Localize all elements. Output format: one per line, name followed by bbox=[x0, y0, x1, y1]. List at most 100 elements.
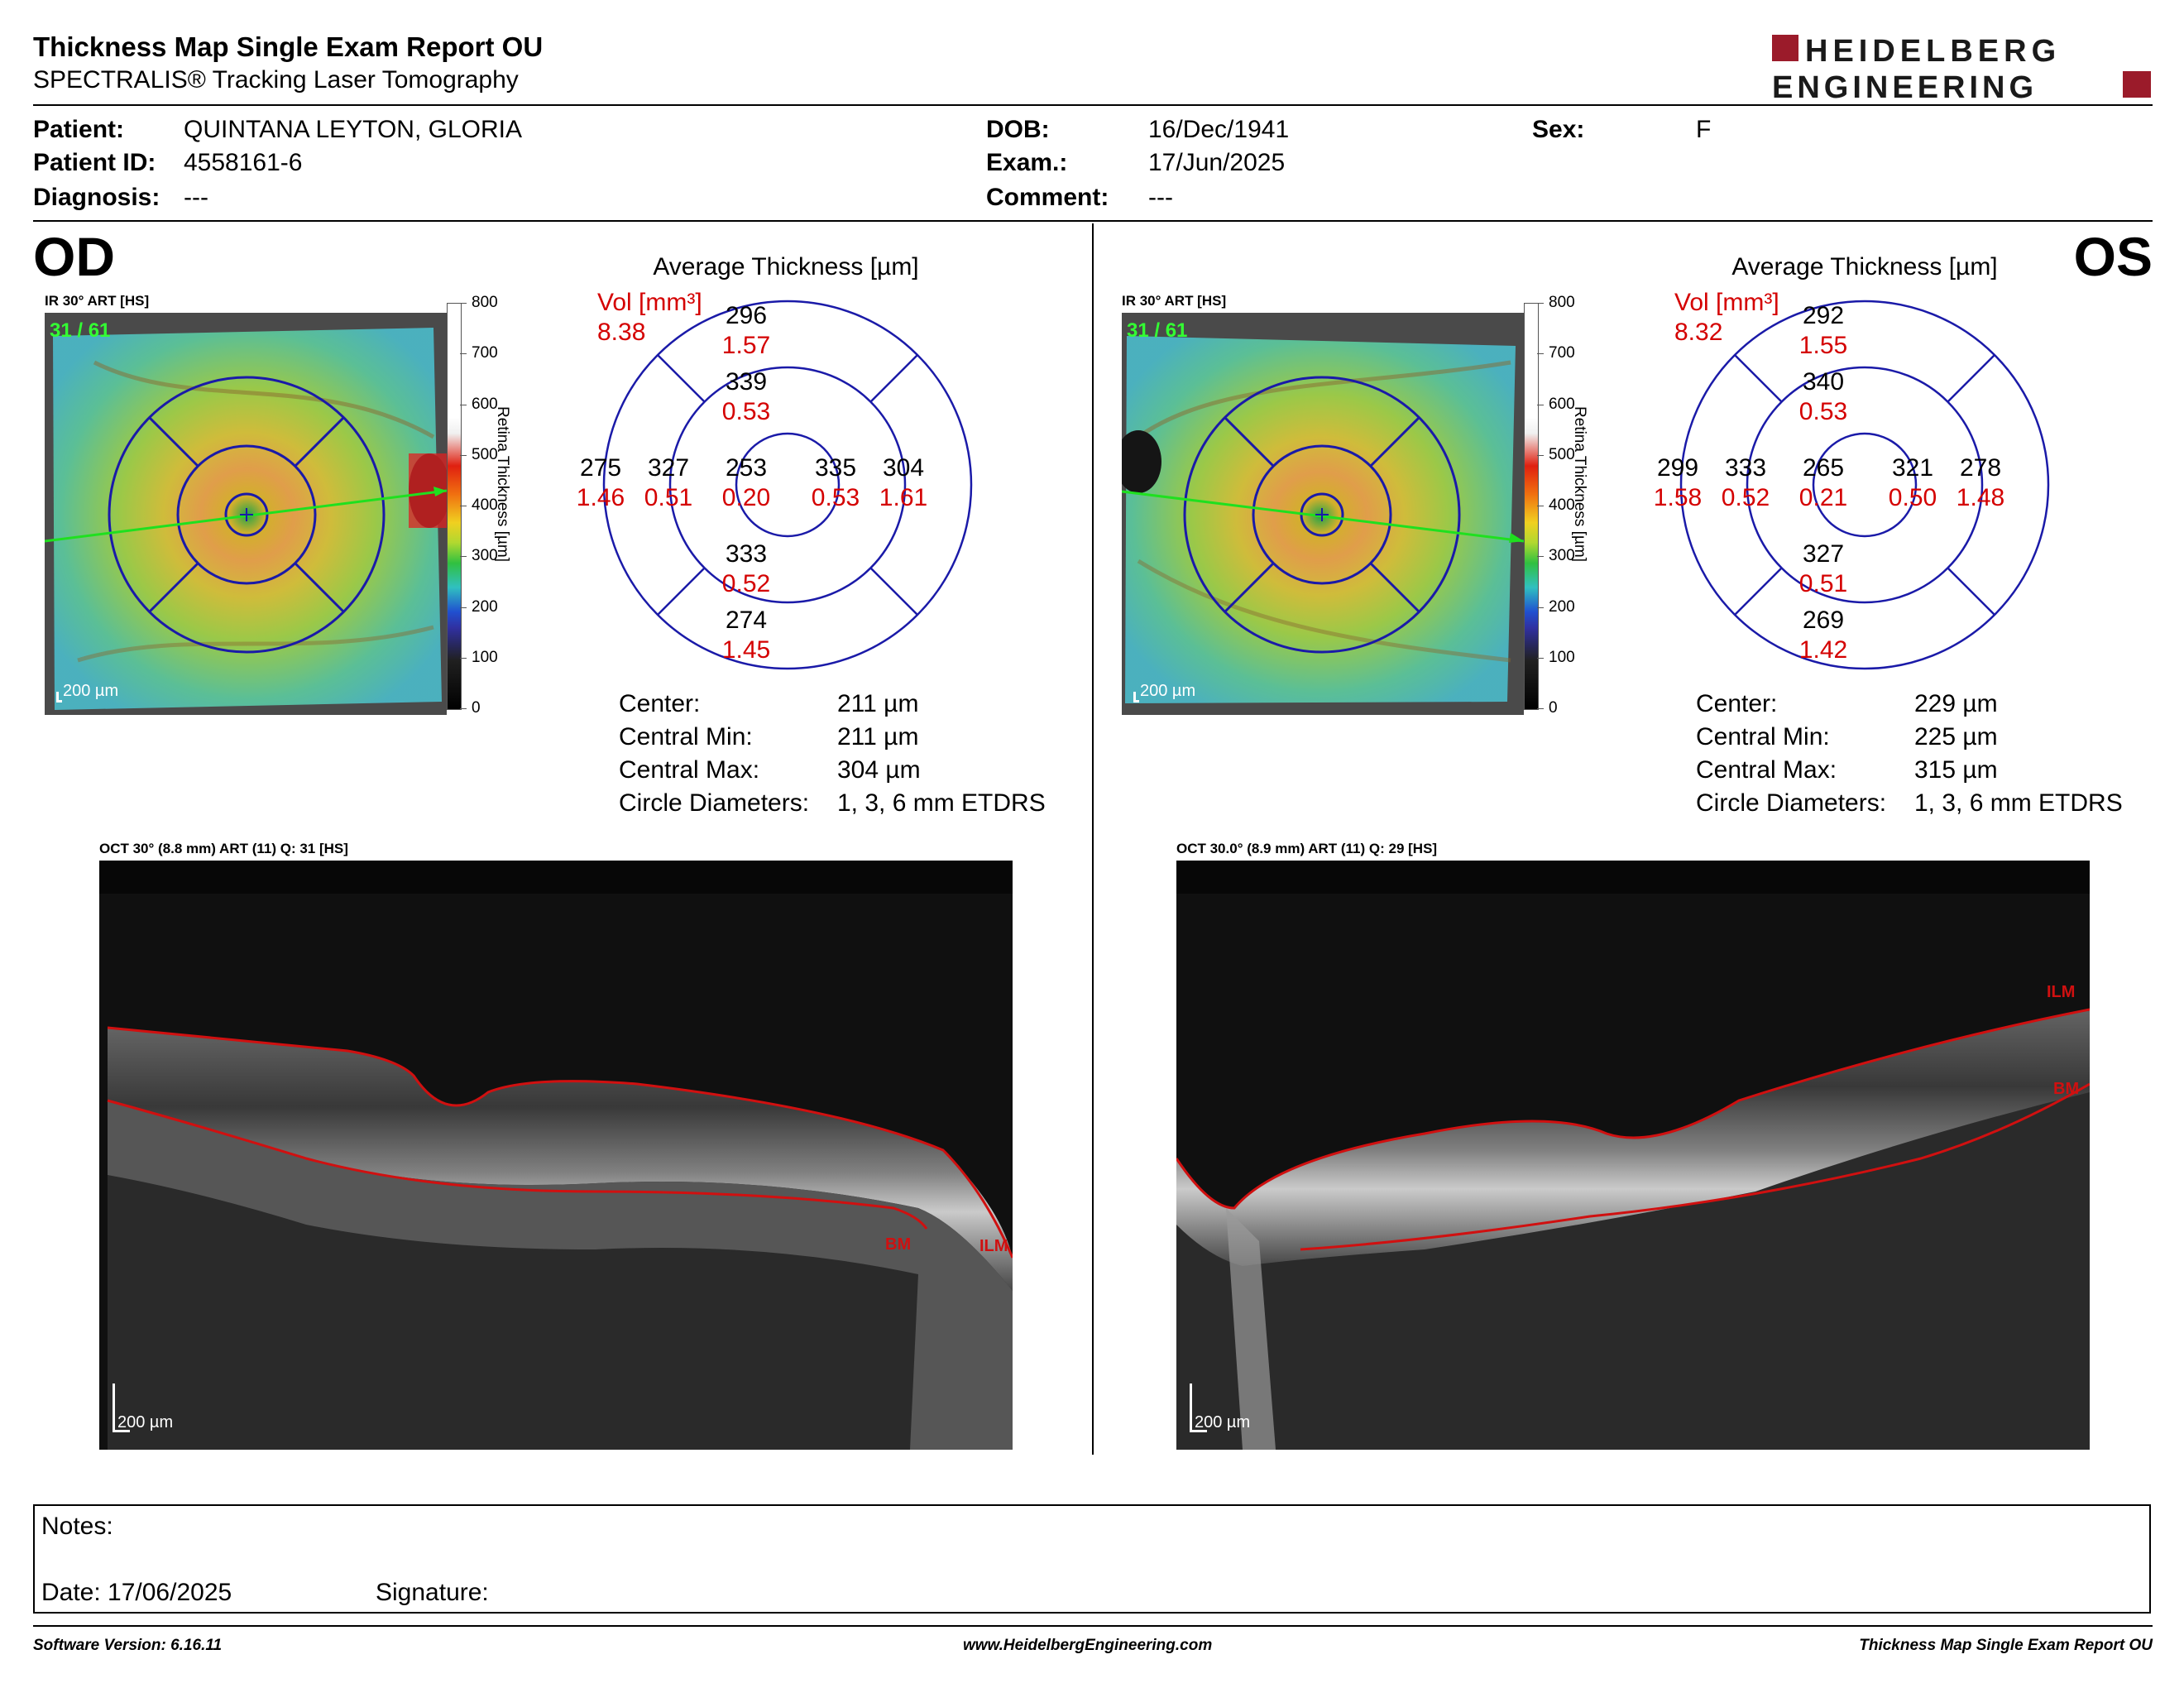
os-oct-label: OCT 30.0° (8.9 mm) ART (11) Q: 29 [HS] bbox=[1176, 841, 1438, 856]
colorbar-tick: 0 bbox=[1549, 699, 1558, 717]
colorbar-tick: 800 bbox=[472, 294, 498, 311]
patient-id-label: Patient ID: bbox=[33, 149, 156, 176]
exam-value: 17/Jun/2025 bbox=[1148, 149, 1286, 176]
os-thickness-map: 31 / 61 200 µm bbox=[1122, 313, 1524, 715]
patient-id: 4558161-6 bbox=[184, 149, 303, 176]
od-outer-left: 275 1.46 bbox=[576, 454, 625, 511]
logo-line1: HEIDELBERG bbox=[1805, 34, 2061, 69]
os-cmin-label: Central Min: bbox=[1696, 723, 1830, 750]
colorbar-tick-mark bbox=[1537, 556, 1544, 558]
od-colorbar: 800 700 600 500 400 300 200 100 0 Retina Thickne… bbox=[447, 294, 546, 717]
colorbar-tick-mark bbox=[460, 303, 467, 304]
od-outer-inferior: 274 1.45 bbox=[721, 607, 771, 664]
colorbar-tick: 700 bbox=[472, 344, 498, 362]
os-oct-scale: 200 µm bbox=[1195, 1413, 1251, 1431]
os-ilm-label: ILM bbox=[2047, 983, 2075, 1001]
colorbar-tick-mark bbox=[1537, 353, 1544, 355]
od-inner-inferior: 333 0.52 bbox=[721, 540, 771, 597]
date-label: Date: 17/06/2025 bbox=[41, 1579, 232, 1606]
os-oct-scalebar bbox=[1190, 1383, 1207, 1432]
os-colorbar-title: Retina Thickness [µm] bbox=[1571, 406, 1588, 562]
os-ir-scale: 200 µm bbox=[1140, 682, 1196, 700]
colorbar-tick-mark bbox=[460, 454, 467, 456]
os-colorbar: 800 700 600 500 400 300 200 100 0 Retina Thickne… bbox=[1524, 294, 1623, 717]
colorbar-tick: 200 bbox=[472, 597, 498, 616]
os-center-label: Center: bbox=[1696, 690, 1778, 717]
patient-name: QUINTANA LEYTON, GLORIA bbox=[184, 116, 522, 143]
heidelberg-logo: HEIDELBERG ENGINEERING bbox=[1772, 34, 2151, 103]
patient-divider bbox=[33, 220, 2153, 222]
os-vol-block: Vol [mm³] 8.32 bbox=[1674, 288, 1779, 348]
od-outer-superior: 296 1.57 bbox=[721, 302, 771, 359]
os-inner-left: 333 0.52 bbox=[1721, 454, 1770, 511]
od-cmax-value: 304 µm bbox=[837, 756, 921, 784]
od-inner-left: 327 0.51 bbox=[644, 454, 693, 511]
colorbar-tick-mark bbox=[1537, 657, 1544, 659]
diagnosis-label: Diagnosis: bbox=[33, 184, 160, 211]
od-oct-scale: 200 µm bbox=[117, 1413, 174, 1431]
os-ir-label: IR 30° ART [HS] bbox=[1122, 293, 1227, 309]
comment-value: --- bbox=[1148, 184, 1173, 211]
diagnosis-value: --- bbox=[184, 184, 208, 211]
colorbar-tick-mark bbox=[460, 708, 467, 709]
os-center-value: 229 µm bbox=[1914, 690, 1998, 717]
colorbar-tick-mark bbox=[1537, 303, 1544, 304]
od-ir-label: IR 30° ART [HS] bbox=[45, 293, 150, 309]
od-vol-value: 8.38 bbox=[597, 319, 646, 346]
os-outer-superior: 292 1.55 bbox=[1798, 302, 1848, 359]
os-eye-label: OS bbox=[2073, 226, 2153, 287]
os-outer-inferior: 269 1.42 bbox=[1798, 607, 1848, 664]
od-colorbar-ticks: 800 700 600 500 400 300 200 100 0 bbox=[460, 294, 515, 717]
colorbar-tick: 0 bbox=[472, 699, 481, 717]
dob-label: DOB: bbox=[986, 116, 1050, 143]
os-frames: 31 / 61 bbox=[1127, 319, 1188, 342]
colorbar-tick: 300 bbox=[1549, 547, 1575, 565]
od-cmax-label: Central Max: bbox=[619, 756, 760, 784]
colorbar-tick: 100 bbox=[1549, 648, 1575, 666]
notes-label: Notes: bbox=[41, 1513, 113, 1540]
colorbar-tick-mark bbox=[1537, 607, 1544, 608]
footer-report-name: Thickness Map Single Exam Report OU bbox=[1859, 1637, 2153, 1654]
report-title: Thickness Map Single Exam Report OU bbox=[33, 31, 544, 62]
od-vol-block: Vol [mm³] 8.38 bbox=[597, 288, 702, 348]
colorbar-tick: 600 bbox=[1549, 395, 1575, 413]
od-center-label: Center: bbox=[619, 690, 701, 717]
od-inner-superior: 339 0.53 bbox=[721, 368, 771, 425]
od-avg-title: Average Thickness [µm] bbox=[653, 253, 919, 281]
signature-label: Signature: bbox=[376, 1579, 489, 1606]
footer-divider bbox=[33, 1625, 2153, 1627]
od-center-value: 211 µm bbox=[837, 690, 919, 717]
od-ir-scale: 200 µm bbox=[63, 682, 119, 700]
os-outer-left: 299 1.58 bbox=[1653, 454, 1703, 511]
logo-line2: ENGINEERING bbox=[1772, 70, 2038, 103]
colorbar-tick: 100 bbox=[472, 648, 498, 666]
os-circ-label: Circle Diameters: bbox=[1696, 789, 1887, 817]
od-outer-right: 304 1.61 bbox=[879, 454, 928, 511]
colorbar-tick-mark bbox=[460, 607, 467, 608]
od-bm-label: BM bbox=[885, 1235, 911, 1254]
od-thickness-map: 31 / 61 200 µm bbox=[45, 313, 447, 715]
od-oct-scan: BM ILM 200 µm bbox=[99, 861, 1013, 1450]
od-cmin-value: 211 µm bbox=[837, 723, 919, 750]
od-ilm-label: ILM bbox=[979, 1237, 1008, 1255]
sex-value: F bbox=[1696, 116, 1712, 143]
od-circ-value: 1, 3, 6 mm ETDRS bbox=[837, 789, 1046, 817]
os-etdrs-grid bbox=[1679, 300, 2050, 670]
exam-label: Exam.: bbox=[986, 149, 1068, 176]
colorbar-tick: 300 bbox=[472, 547, 498, 565]
od-circ-label: Circle Diameters: bbox=[619, 789, 810, 817]
colorbar-tick-mark bbox=[1537, 454, 1544, 456]
os-cmax-label: Central Max: bbox=[1696, 756, 1837, 784]
od-frames: 31 / 61 bbox=[50, 319, 111, 342]
os-cmax-value: 315 µm bbox=[1914, 756, 1998, 784]
od-ir-scalebar bbox=[56, 692, 62, 703]
sex-label: Sex: bbox=[1532, 116, 1585, 143]
eye-divider bbox=[1092, 223, 1094, 1455]
colorbar-tick: 500 bbox=[472, 445, 498, 463]
os-outer-right: 278 1.48 bbox=[1956, 454, 2005, 511]
os-vol-value: 8.32 bbox=[1674, 319, 1723, 346]
colorbar-tick-mark bbox=[460, 556, 467, 558]
os-ir-scalebar bbox=[1133, 692, 1139, 703]
colorbar-tick: 500 bbox=[1549, 445, 1575, 463]
website-link[interactable]: www.HeidelbergEngineering.com bbox=[963, 1637, 1213, 1654]
